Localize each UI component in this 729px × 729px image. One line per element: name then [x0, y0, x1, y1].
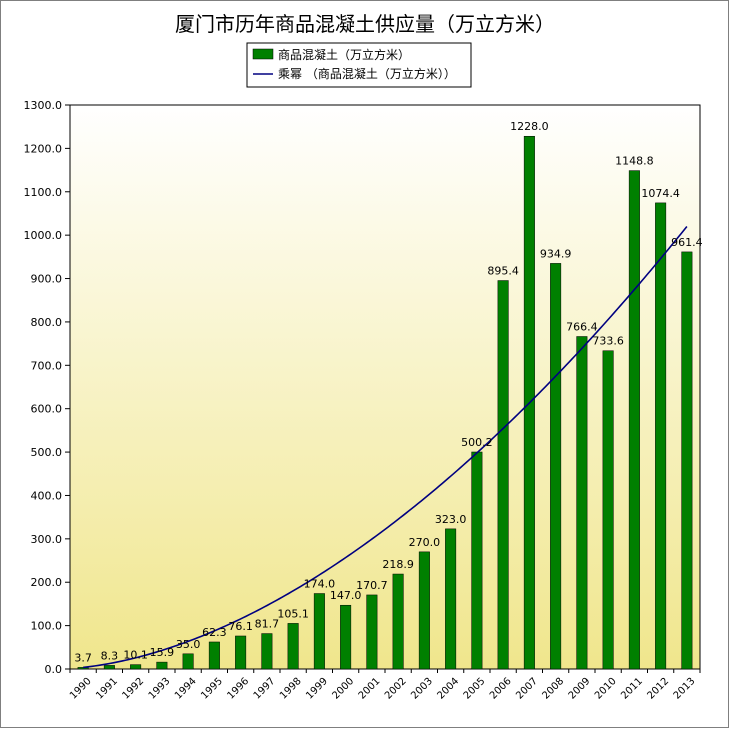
data-label: 147.0 [330, 589, 362, 602]
data-label: 174.0 [304, 578, 336, 591]
x-tick-label: 1997 [252, 676, 278, 702]
y-tick-label: 400.0 [31, 489, 63, 502]
x-tick-label: 2001 [357, 676, 383, 702]
x-tick-label: 2010 [593, 676, 619, 702]
y-tick-label: 500.0 [31, 446, 63, 459]
y-tick-label: 1000.0 [24, 229, 63, 242]
bar [208, 641, 220, 670]
bar [366, 594, 378, 670]
data-label: 733.6 [592, 335, 624, 348]
data-label: 15.9 [150, 646, 175, 659]
y-tick-label: 1100.0 [24, 186, 63, 199]
data-label: 1148.8 [615, 155, 654, 168]
y-tick-label: 0.0 [45, 663, 63, 676]
y-tick-label: 1300.0 [24, 99, 63, 112]
data-label: 218.9 [382, 558, 414, 571]
x-axis: 1990 1991 1992 1993 1994 1995 1996 1997 1998 1999… [68, 669, 701, 702]
data-label: 8.3 [101, 649, 119, 662]
data-label: 105.1 [277, 607, 309, 620]
plot-area [69, 104, 701, 670]
x-tick-label: 1996 [225, 676, 251, 702]
bar [392, 573, 404, 670]
y-tick-label: 700.0 [31, 359, 63, 372]
data-label: 270.0 [409, 536, 441, 549]
data-label: 895.4 [487, 265, 519, 278]
bar [445, 528, 457, 670]
x-tick-label: 1992 [120, 676, 146, 702]
bar [471, 451, 483, 670]
data-label: 1074.4 [641, 187, 680, 200]
x-tick-label: 2000 [330, 676, 356, 702]
x-tick-label: 2011 [619, 676, 645, 702]
bar [130, 664, 142, 670]
trendline-group [83, 225, 688, 669]
x-tick-label: 1993 [147, 676, 173, 702]
x-tick-label: 1990 [68, 676, 94, 702]
bar [602, 350, 614, 670]
legend: 商品混凝土（万立方米） 乘幂 （商品混凝土（万立方米）） [246, 42, 472, 88]
y-tick-label: 800.0 [31, 316, 63, 329]
x-tick-label: 2013 [672, 676, 698, 702]
bar [340, 604, 352, 670]
legend-label-trendline: 乘幂 （商品混凝土（万立方米）） [278, 66, 456, 81]
data-label: 81.7 [255, 618, 280, 631]
x-tick-label: 1994 [173, 676, 199, 702]
y-tick-label: 100.0 [31, 620, 63, 633]
x-tick-label: 2003 [409, 676, 435, 702]
data-label: 62.3 [202, 626, 227, 639]
bar [287, 623, 299, 670]
data-label: 35.0 [176, 638, 201, 651]
y-tick-label: 300.0 [31, 533, 63, 546]
legend-bar-swatch [252, 48, 274, 60]
bar [628, 170, 640, 670]
bar [576, 336, 588, 670]
chart-title: 厦门市历年商品混凝土供应量（万立方米） [175, 12, 555, 36]
bar [497, 280, 509, 670]
y-tick-label: 200.0 [31, 576, 63, 589]
legend-label-bar: 商品混凝土（万立方米） [278, 47, 410, 62]
x-tick-label: 1991 [94, 676, 120, 702]
y-tick-label: 1200.0 [24, 142, 63, 155]
data-label: 500.2 [461, 436, 493, 449]
y-tick-label: 600.0 [31, 403, 63, 416]
bar [550, 263, 562, 670]
data-label: 10.1 [123, 649, 148, 662]
legend-box [246, 42, 472, 88]
bar [681, 251, 693, 670]
y-tick-label: 900.0 [31, 273, 63, 286]
bar [156, 661, 168, 670]
data-label: 934.9 [540, 247, 572, 260]
bar [655, 202, 667, 670]
bar [313, 593, 325, 670]
x-tick-label: 2008 [541, 676, 567, 702]
data-label: 323.0 [435, 513, 467, 526]
trendline [83, 225, 688, 669]
bar [182, 653, 194, 670]
bar [418, 551, 430, 670]
y-axis: 0.0 100.0 200.0 300.0 400.0 500.0 600.0 700.0 80… [24, 99, 70, 676]
data-label: 170.7 [356, 579, 388, 592]
x-tick-label: 2012 [646, 676, 672, 702]
x-tick-label: 2004 [435, 676, 461, 702]
data-label: 766.4 [566, 321, 598, 334]
x-tick-label: 2007 [514, 676, 540, 702]
bar [77, 667, 89, 670]
x-tick-label: 1999 [304, 676, 330, 702]
data-label: 76.1 [228, 620, 253, 633]
x-tick-label: 2005 [462, 676, 488, 702]
bar [261, 633, 273, 670]
data-label: 961.4 [671, 236, 703, 249]
x-tick-label: 1998 [278, 676, 304, 702]
x-tick-label: 2009 [567, 676, 593, 702]
bar [103, 665, 115, 670]
bar [235, 635, 247, 670]
data-label: 3.7 [74, 651, 92, 664]
x-tick-label: 2006 [488, 676, 514, 702]
data-label: 1228.0 [510, 120, 549, 133]
x-tick-label: 2002 [383, 676, 409, 702]
x-tick-label: 1995 [199, 676, 225, 702]
